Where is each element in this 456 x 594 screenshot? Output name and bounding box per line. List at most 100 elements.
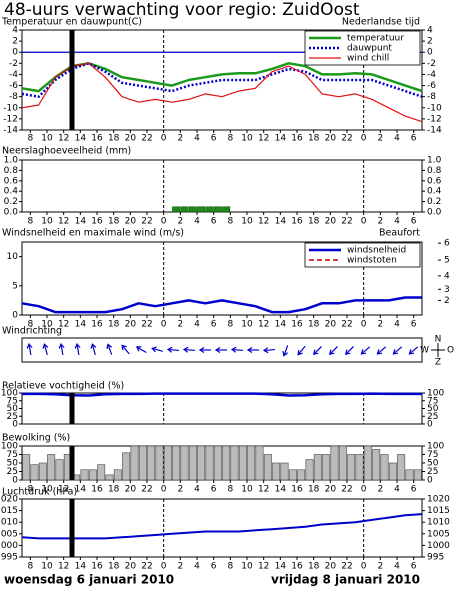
- arrow-shaft: [60, 344, 64, 356]
- bar: [47, 454, 56, 481]
- arrow-shaft: [122, 345, 130, 355]
- panel-subtitle: Beaufort: [379, 228, 420, 239]
- y-tick-label: 4: [12, 26, 18, 36]
- plot-frame: [21, 392, 423, 425]
- plot-frame: [21, 445, 423, 481]
- arrow-shaft: [346, 346, 354, 354]
- x-tick-label: 22: [341, 217, 352, 227]
- legend-label: temperatuur: [347, 34, 404, 44]
- x-tick-label: 14: [275, 134, 287, 144]
- x-tick-label: 4: [394, 134, 400, 144]
- x-tick-label: 2: [377, 562, 383, 572]
- x-tick-label: 12: [58, 320, 69, 330]
- arrow-shaft: [232, 348, 244, 352]
- panel-title: Neerslaghoeveelheid (mm): [2, 146, 131, 157]
- x-tick-label: 16: [91, 320, 103, 330]
- x-tick-label: 16: [291, 217, 303, 227]
- x-tick-label: 6: [211, 562, 217, 572]
- legend-box: [304, 242, 421, 268]
- x-tick-label: 12: [258, 217, 269, 227]
- arrow-head: [42, 343, 49, 349]
- y-tick-label-right: 50: [427, 404, 439, 414]
- date-right: vrijdag 8 januari 2010: [271, 573, 420, 587]
- y-tick-label-right: -2: [427, 59, 436, 69]
- arrow-head: [312, 349, 319, 356]
- arrow-shaft: [393, 346, 403, 354]
- arrow-head: [246, 346, 253, 354]
- panel-title: Windsnelheid en maximale wind (m/s): [2, 228, 184, 239]
- wind-arrow: [282, 345, 289, 357]
- bar: [230, 445, 239, 481]
- y-tick-label-right: -14: [427, 126, 442, 136]
- arrow-head: [214, 346, 221, 354]
- arrow-shaft: [330, 346, 338, 354]
- arrow-shaft: [314, 346, 322, 354]
- bar: [155, 445, 164, 481]
- x-tick-label: 4: [394, 217, 400, 227]
- arrow-head: [282, 350, 289, 357]
- arrow-head: [198, 346, 205, 354]
- wind-arrow: [246, 346, 259, 354]
- series-line: [21, 62, 423, 123]
- x-tick-label: 6: [211, 134, 217, 144]
- y-tick-label: -14: [3, 126, 18, 136]
- arrow-head: [376, 349, 383, 355]
- y-tick-label: 0.8: [4, 166, 19, 176]
- arrow-shaft: [137, 346, 147, 354]
- y-tick-label-right: 4: [427, 26, 433, 36]
- arrow-shaft: [264, 348, 276, 352]
- y-tick-label: 1005: [0, 529, 18, 539]
- y-tick-label: 995: [1, 553, 18, 563]
- y-tick-label: -4: [9, 70, 18, 80]
- arrow-shaft: [107, 345, 113, 355]
- x-tick-label: 12: [58, 134, 69, 144]
- x-tick-label: 10: [41, 485, 53, 495]
- x-tick-label: 16: [291, 485, 303, 495]
- x-tick-label: 10: [241, 134, 253, 144]
- x-tick-label: 18: [108, 320, 120, 330]
- bar: [372, 449, 381, 481]
- bar: [413, 469, 422, 481]
- wind-arrow: [344, 346, 354, 356]
- x-tick-label: 18: [308, 485, 320, 495]
- arrow-head: [166, 346, 173, 353]
- y-tick-label-right: 25: [427, 467, 438, 477]
- x-tick-label: 20: [325, 320, 337, 330]
- wind-arrow: [214, 346, 227, 354]
- y-tick-label-right: -4: [427, 70, 436, 80]
- wind-arrow: [262, 347, 276, 354]
- y-tick-label-right: 995: [427, 553, 444, 563]
- x-tick-label: 8: [227, 320, 233, 330]
- bar: [205, 445, 214, 481]
- bar: [197, 445, 206, 481]
- y-tick-label-right: 0: [427, 48, 433, 58]
- bar: [38, 462, 47, 481]
- y-tick-label: 1.0: [4, 156, 19, 166]
- x-tick-label: 0: [361, 217, 367, 227]
- bar: [130, 445, 139, 481]
- y-tick-label-right: 1020: [427, 495, 450, 505]
- x-tick-label: 18: [308, 217, 320, 227]
- series-line: [21, 296, 422, 314]
- bar: [405, 469, 414, 481]
- y-tick-label: 0: [12, 476, 18, 486]
- x-tick-label: 12: [258, 485, 269, 495]
- x-tick-label: 16: [291, 562, 303, 572]
- x-tick-label: 22: [341, 134, 352, 144]
- series-line: [21, 62, 423, 98]
- bar: [255, 445, 264, 481]
- y-tick-label: 10: [7, 252, 19, 262]
- arrow-shaft: [44, 345, 48, 355]
- x-tick-label: 2: [377, 320, 383, 330]
- y-tick-label: 5: [12, 281, 18, 291]
- arrow-shaft: [168, 348, 180, 352]
- x-tick-label: 16: [91, 217, 103, 227]
- x-tick-label: 12: [258, 320, 269, 330]
- x-tick-label: 22: [141, 485, 152, 495]
- arrow-head: [74, 342, 81, 349]
- y-tick-label: 1020: [0, 495, 18, 505]
- wind-arrow: [151, 346, 163, 353]
- x-tick-label: 14: [75, 217, 87, 227]
- y-tick-label-right: 1005: [427, 529, 450, 539]
